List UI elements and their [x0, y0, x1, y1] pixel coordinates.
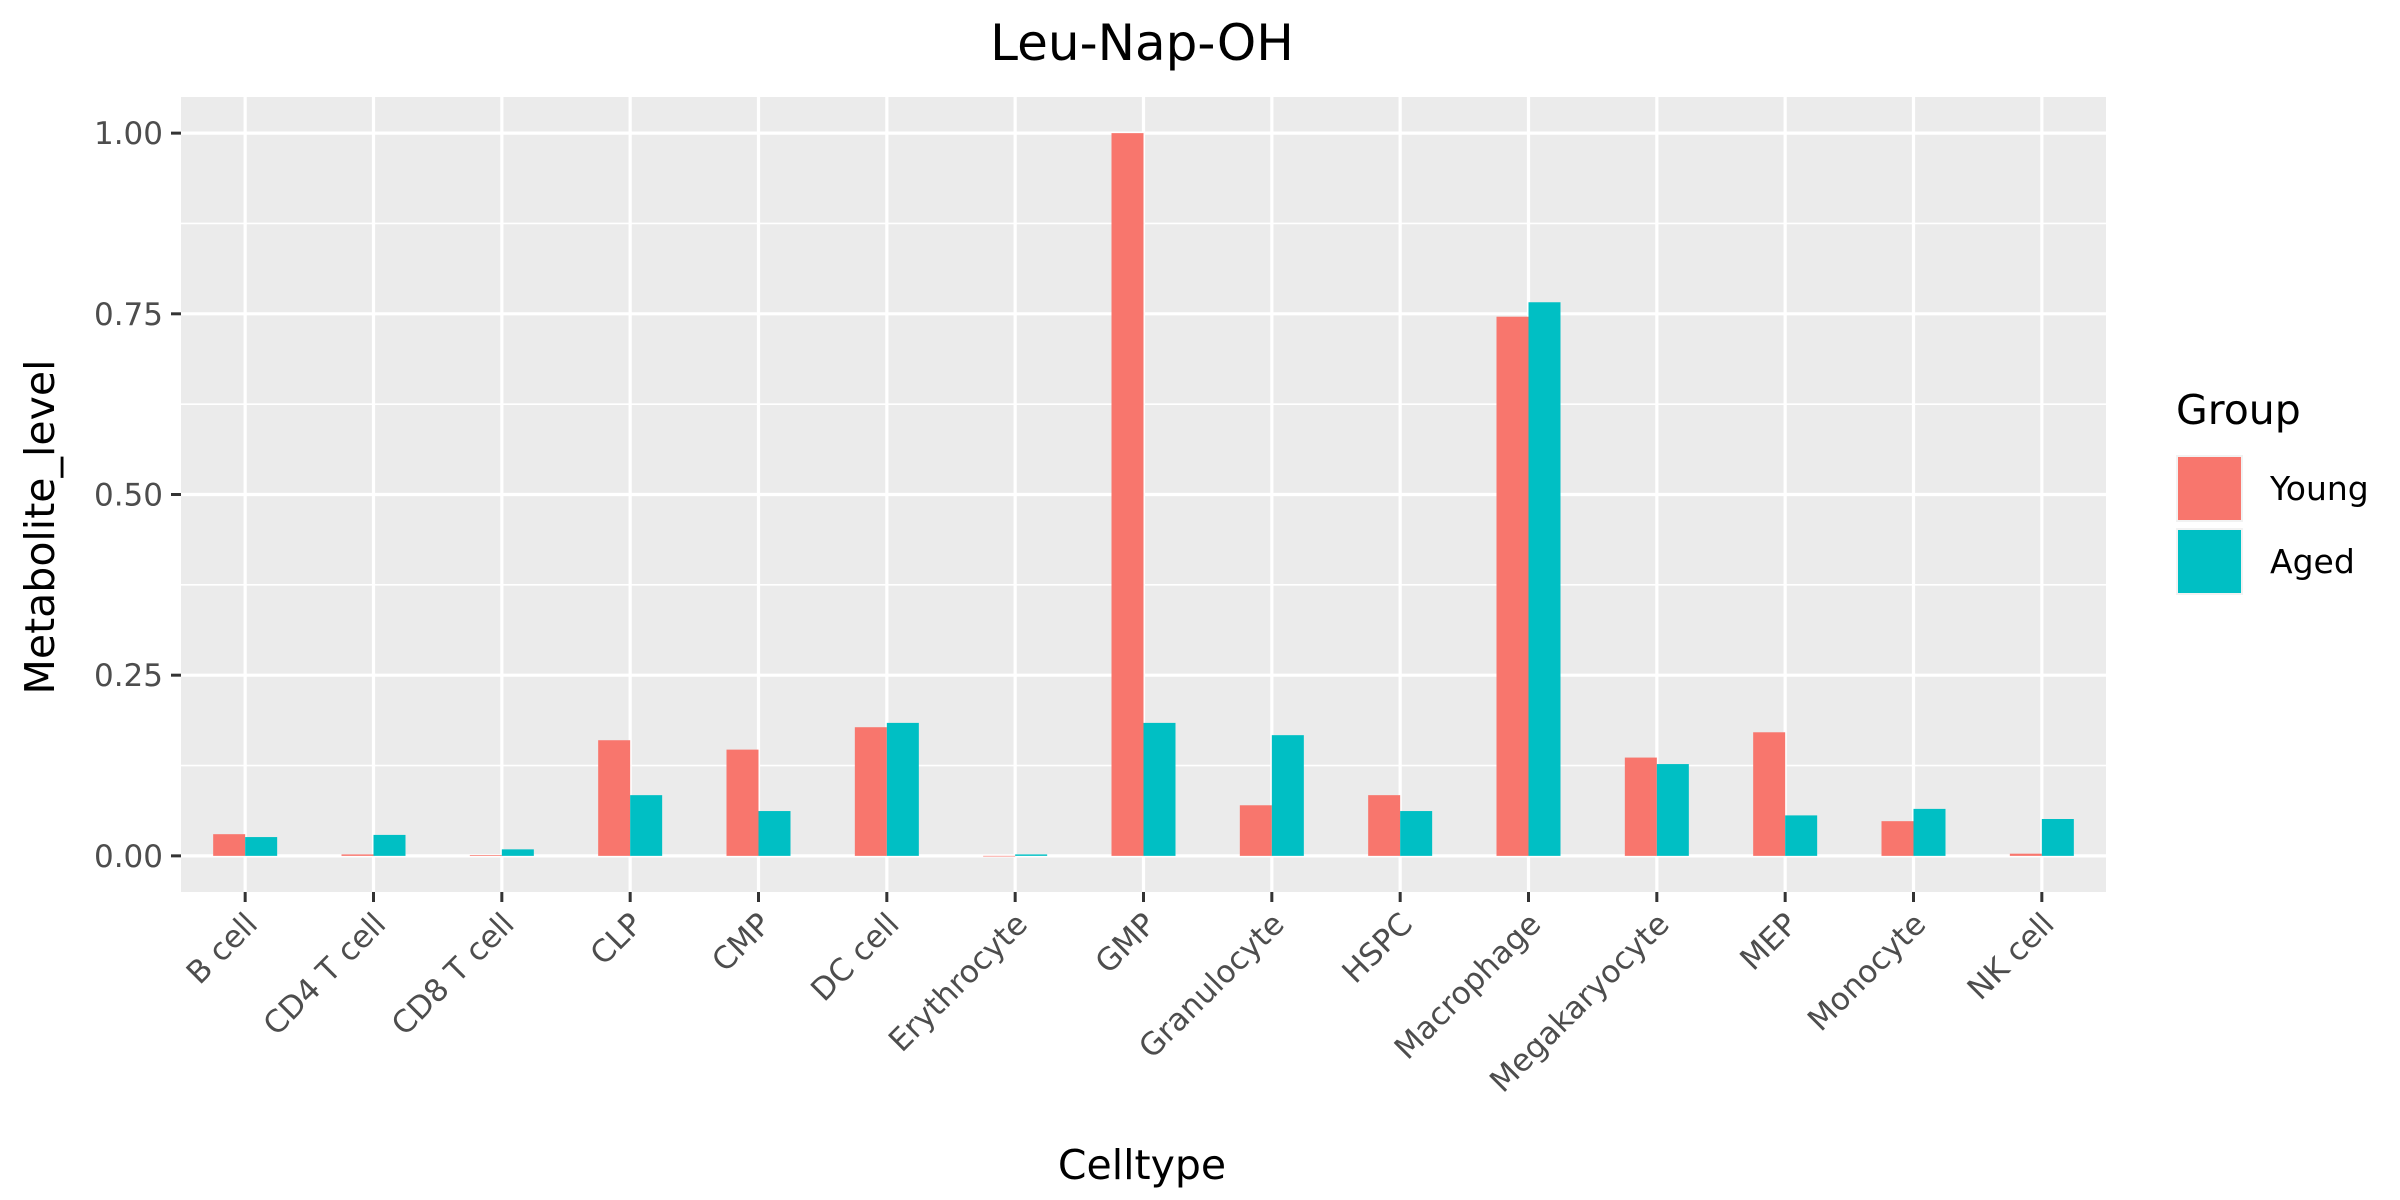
- y-tick-label: 1.00: [94, 116, 163, 152]
- bar-aged: [1400, 811, 1433, 856]
- x-tick-label: CD8 T cell: [385, 906, 522, 1043]
- y-axis-title: Metabolite_level: [16, 360, 64, 695]
- bar-young: [1111, 133, 1144, 856]
- bar-aged: [245, 837, 278, 856]
- bar-aged: [1271, 735, 1304, 856]
- bar-young: [1368, 795, 1401, 856]
- bar-young: [1624, 757, 1657, 856]
- bar-aged: [886, 722, 919, 856]
- x-tick-label: CLP: [584, 906, 650, 972]
- y-tick-label: 0.25: [94, 658, 163, 694]
- bar-aged: [1528, 302, 1561, 856]
- legend-swatch-aged: [2178, 530, 2241, 593]
- bar-young: [469, 855, 502, 856]
- x-tick-label: MEP: [1733, 906, 1804, 977]
- y-tick-label: 0.00: [94, 839, 163, 875]
- legend-title: Group: [2176, 386, 2301, 434]
- bar-young: [2009, 853, 2042, 856]
- y-tick-label: 0.50: [94, 478, 163, 514]
- chart-title: Leu-Nap-OH: [990, 14, 1294, 72]
- y-tick-label: 0.75: [94, 297, 163, 333]
- x-tick-label: CMP: [705, 906, 778, 979]
- legend: Group Young Aged: [2176, 386, 2369, 595]
- bar-young: [1496, 316, 1529, 856]
- x-tick-label: HSPC: [1335, 906, 1419, 990]
- bar-aged: [758, 811, 791, 856]
- legend-label-aged: Aged: [2270, 542, 2355, 581]
- bar-aged: [1913, 808, 1946, 856]
- bar-aged: [373, 834, 406, 856]
- bar-young: [341, 854, 374, 856]
- bar-aged: [1015, 854, 1048, 856]
- legend-label-young: Young: [2269, 469, 2369, 508]
- bar-aged: [1785, 815, 1818, 856]
- bar-aged: [1143, 722, 1176, 856]
- x-tick-label: Erythrocyte: [882, 906, 1035, 1059]
- x-tick-label: CD4 T cell: [257, 906, 394, 1043]
- bar-young: [1753, 732, 1786, 856]
- bar-young: [1881, 821, 1914, 856]
- bar-young: [213, 834, 246, 856]
- bar-young: [854, 727, 887, 856]
- x-tick-label: GMP: [1089, 906, 1164, 981]
- legend-swatch-young: [2178, 457, 2241, 520]
- x-tick-label: NK cell: [1961, 906, 2062, 1007]
- x-axis-title: Celltype: [1058, 1141, 1226, 1189]
- y-axis: 0.00 0.25 0.50 0.75 1.00: [94, 116, 181, 875]
- x-tick-label: B cell: [180, 906, 265, 991]
- bar-aged: [630, 795, 663, 856]
- bar-aged: [2041, 819, 2074, 856]
- bar-young: [598, 740, 631, 856]
- bar-aged: [1656, 764, 1689, 856]
- bar-aged: [501, 849, 534, 856]
- x-tick-label: Monocyte: [1801, 906, 1933, 1038]
- x-tick-label: DC cell: [804, 906, 906, 1008]
- bars: [213, 133, 2074, 857]
- bar-young: [726, 749, 759, 856]
- bar-young: [983, 855, 1016, 857]
- bar-young: [1239, 805, 1272, 856]
